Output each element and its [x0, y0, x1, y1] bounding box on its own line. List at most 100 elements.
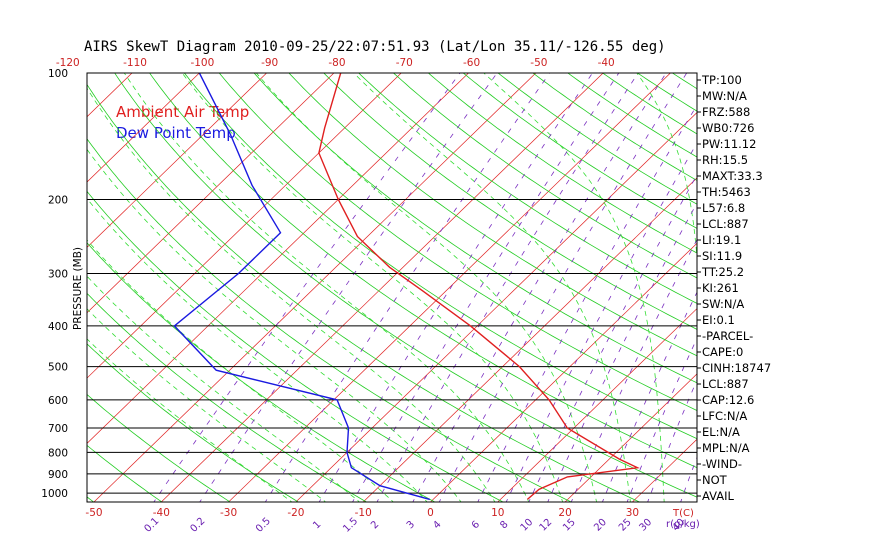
bottom-temp-tick-label: 10: [491, 507, 504, 519]
moist-adiabat-line: [87, 239, 394, 502]
index-label: CAPE:0: [702, 345, 743, 359]
mixing-ratio-line: [547, 202, 697, 502]
sounding-series: [173, 73, 640, 501]
pressure-tick-label: 400: [48, 321, 68, 333]
index-label: TT:25.2: [701, 265, 744, 279]
stability-indices: TP:100 MW:N/A FRZ:588 WB0:726 PW:11.12 RH:15.…: [697, 73, 771, 503]
moist-adiabat-line: [87, 338, 293, 502]
chart-title: AIRS SkewT Diagram 2010-09-25/22:07:51.9…: [84, 39, 666, 55]
index-label: -WIND-: [702, 457, 742, 471]
x-axis-label: T(C): [672, 508, 694, 519]
mixing-ratio-line: [438, 73, 688, 502]
dry-adiabat-line: [183, 73, 697, 440]
index-label: TP:100: [701, 73, 742, 87]
dry-adiabat-line: [427, 73, 697, 254]
index-label: WB0:726: [702, 121, 754, 135]
dry-adiabat-line: [87, 292, 368, 502]
index-label: FRZ:588: [702, 105, 750, 119]
index-label: MPL:N/A: [702, 441, 750, 455]
top-temp-tick-label: -100: [190, 57, 214, 69]
isotherm-line: [87, 73, 402, 379]
mixing-ratio-line: [199, 73, 498, 502]
dry-adiabat-line: [87, 242, 436, 502]
index-label: EI:0.1: [702, 313, 735, 327]
index-label: CINH:18747: [702, 361, 771, 375]
legend-ambient-air-temp: Ambient Air Temp: [116, 103, 249, 121]
dry-adiabat-line: [392, 73, 697, 279]
bottom-temp-tick-label: -40: [153, 507, 170, 519]
dry-adiabat-line: [497, 73, 697, 205]
isotherm-line: [362, 177, 697, 502]
top-temp-tick-label: -120: [56, 57, 80, 69]
top-temp-tick-label: -110: [123, 57, 147, 69]
dew-point-temp-line: [173, 73, 430, 501]
isotherm-line: [564, 373, 697, 502]
isotherm-line: [87, 73, 470, 444]
index-label: AVAIL: [702, 489, 735, 503]
isotherm-line: [228, 73, 671, 502]
bottom-temp-tick-label: -20: [287, 507, 304, 519]
dry-adiabat-line: [149, 73, 697, 469]
moist-adiabat-line: [87, 87, 496, 502]
isotherm-line: [87, 73, 335, 314]
dry-adiabat-line: [288, 73, 697, 357]
index-label: LCL:887: [702, 377, 749, 391]
pressure-tick-label: 1000: [41, 488, 68, 500]
pressure-tick-label: 200: [48, 194, 68, 206]
top-temp-tick-label: -60: [463, 57, 480, 69]
dry-adiabat-line: [462, 73, 697, 229]
index-label: L57:6.8: [702, 201, 745, 215]
dry-adiabat-line: [87, 343, 300, 502]
pressure-tick-label: 500: [48, 362, 68, 374]
pressure-tick-label: 700: [48, 423, 68, 435]
index-label: TH:5463: [701, 185, 751, 199]
dry-adiabat-line: [87, 83, 641, 502]
top-temp-tick-label: -90: [261, 57, 278, 69]
top-temp-tick-label: -70: [396, 57, 413, 69]
dry-adiabat-line: [532, 73, 697, 181]
moist-adiabat-line: [123, 73, 530, 502]
mixing-ratio-line: [505, 142, 697, 502]
pressure-tick-label: 900: [48, 469, 68, 481]
index-label: RH:15.5: [702, 153, 748, 167]
top-temp-tick-label: -40: [598, 57, 615, 69]
isotherm-line: [160, 73, 604, 502]
mixing-ratio-line: [570, 238, 697, 502]
index-label: -PARCEL-: [702, 329, 753, 343]
bottom-temp-tick-label: 30: [626, 507, 639, 519]
dry-adiabat-line: [218, 73, 697, 411]
index-label: CAP:12.6: [702, 393, 754, 407]
isotherm-line: [93, 73, 537, 502]
mixing-ratio-label: r(g/kg): [666, 519, 700, 530]
top-temp-tick-label: -50: [530, 57, 547, 69]
index-label: SW:N/A: [702, 297, 744, 311]
index-label: LI:19.1: [702, 233, 741, 247]
index-label: MW:N/A: [702, 89, 747, 103]
index-label: LFC:N/A: [702, 409, 747, 423]
pressure-tick-label: 100: [48, 68, 68, 80]
mixing-ratio-line: [318, 73, 593, 502]
y-axis-label: PRESSURE (MB): [72, 247, 84, 330]
index-label: PW:11.12: [702, 137, 756, 151]
dry-adiabat-line: [87, 190, 504, 502]
bottom-temp-tick-label: -50: [85, 507, 102, 519]
pressure-tick-label: 300: [48, 268, 68, 280]
bottom-temp-tick-label: 20: [558, 507, 571, 519]
mixing-ratio-line: [528, 174, 697, 502]
index-label: KI:261: [702, 281, 739, 295]
dry-adiabat-line: [114, 73, 697, 498]
index-label: LCL:887: [702, 217, 749, 231]
dry-adiabat-line: [323, 73, 697, 330]
index-label: EL:N/A: [702, 425, 740, 439]
isotherm-line: [429, 242, 697, 502]
dry-adiabat-line: [87, 393, 231, 502]
pressure-tick-label: 600: [48, 395, 68, 407]
dry-adiabat-line: [358, 73, 697, 304]
bottom-temp-tick-label: -10: [355, 507, 372, 519]
index-label: SI:11.9: [702, 249, 742, 263]
mixing-ratio-line: [477, 104, 697, 502]
legend-dew-point-temp: Dew Point Temp: [116, 124, 236, 142]
ambient-air-temp-line: [318, 73, 640, 500]
